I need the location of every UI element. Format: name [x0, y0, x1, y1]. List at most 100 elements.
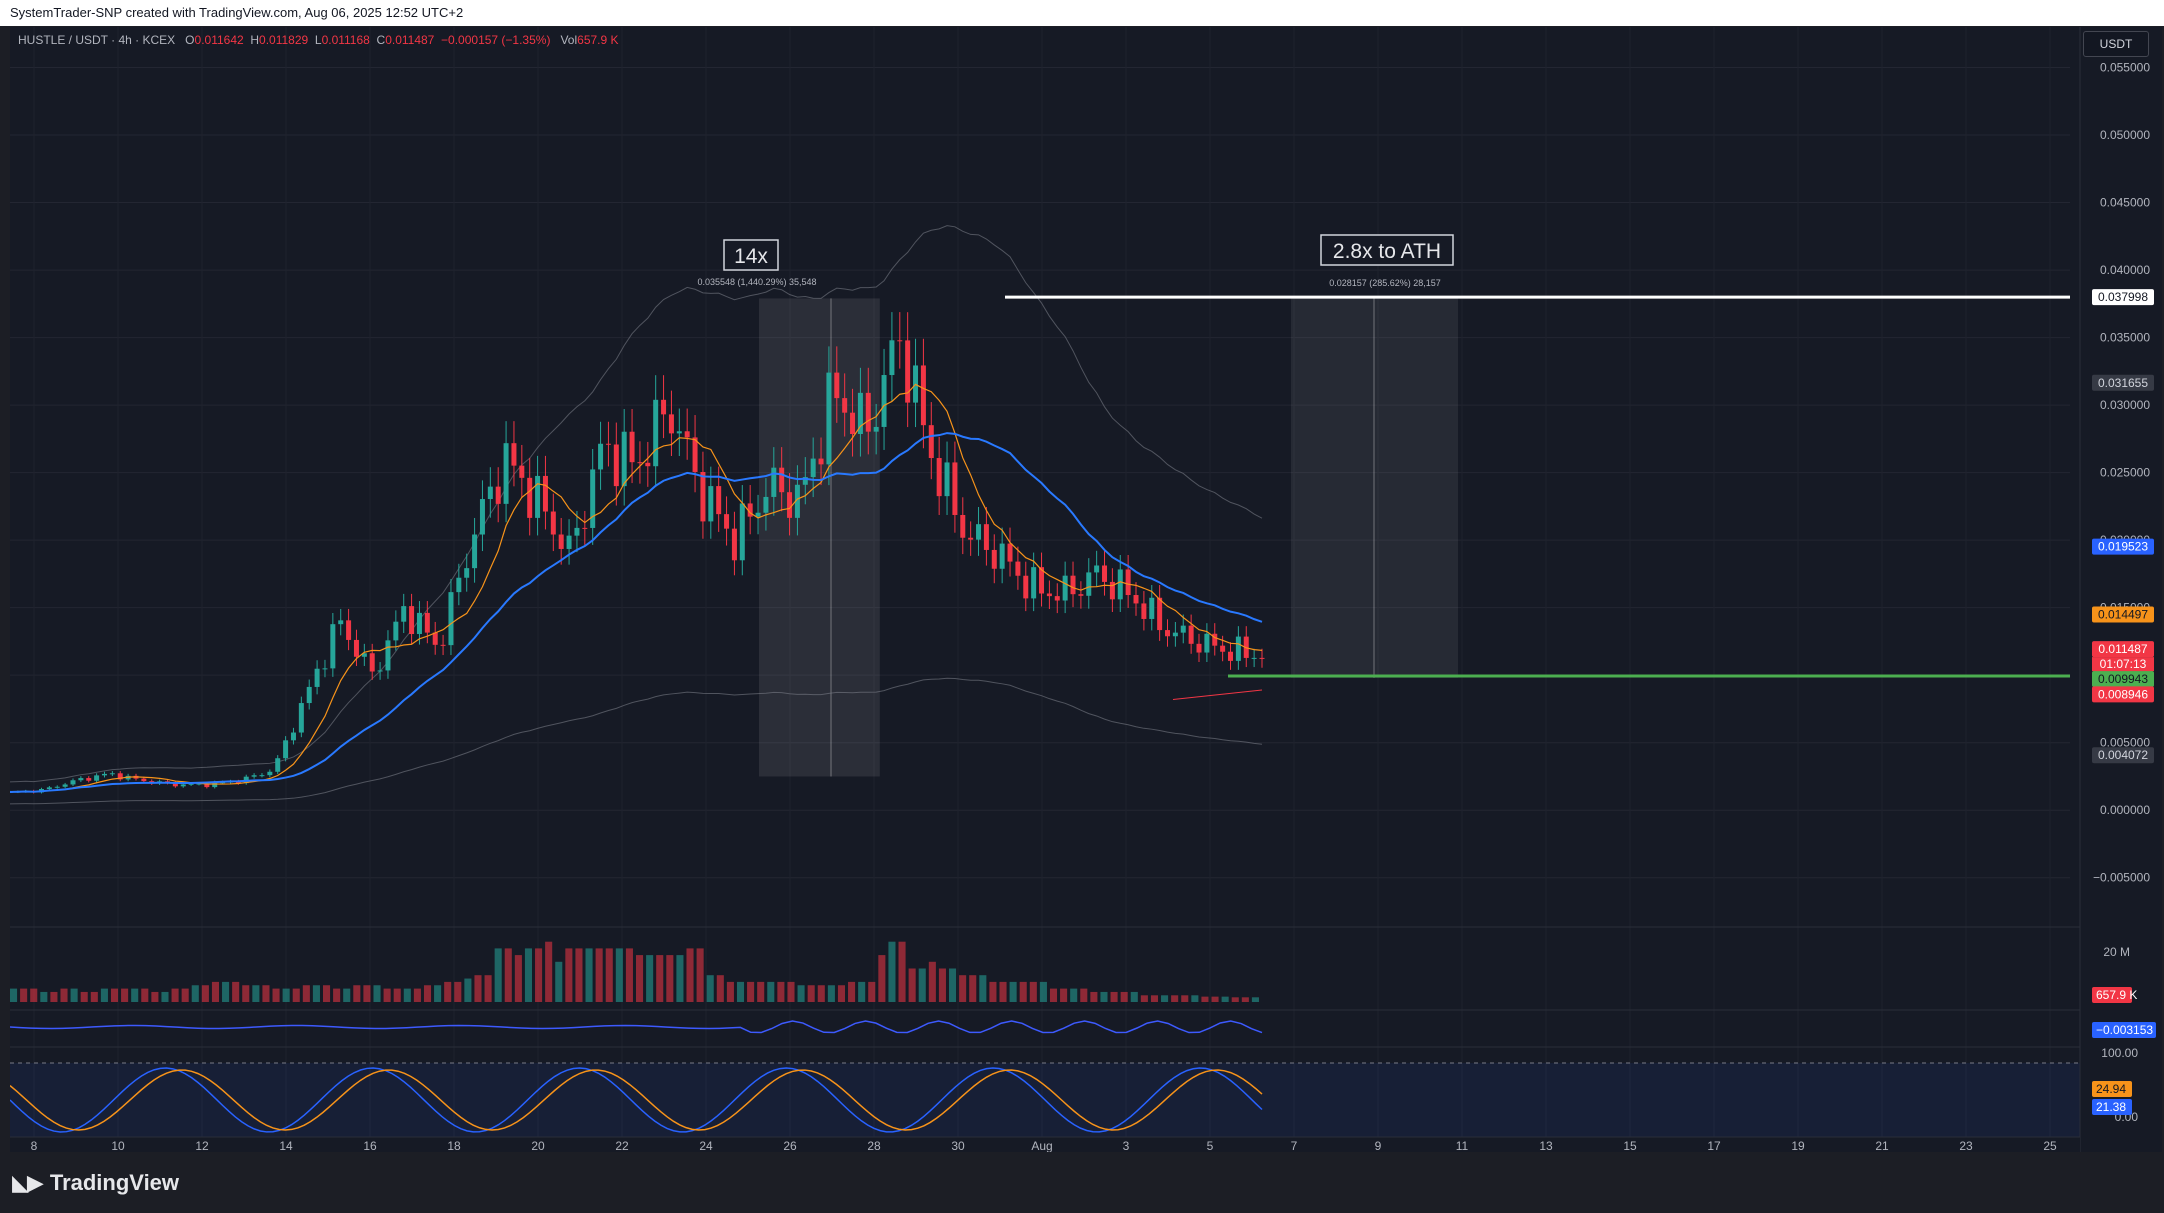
price-label-text: 0.009943	[2098, 672, 2148, 686]
indicator-last-label-box	[2092, 1022, 2156, 1038]
candle-body	[78, 778, 84, 781]
volume-bar	[282, 988, 290, 1002]
candle-body	[668, 414, 674, 434]
symbol-legend[interactable]: HUSTLE / USDT · 4h · KCEX O0.011642 H0.0…	[18, 33, 619, 47]
candle-body	[1259, 657, 1265, 659]
price-label-text: 0.037998	[2098, 290, 2148, 304]
grid	[10, 27, 2070, 1152]
candle-body	[1046, 593, 1052, 597]
candle-body	[1188, 625, 1194, 644]
candle-body	[1007, 543, 1013, 562]
volume-bar	[302, 985, 310, 1002]
price-tick: 0.050000	[2100, 128, 2150, 142]
candle-body	[1180, 625, 1186, 633]
volume-bar	[333, 988, 341, 1002]
candle-body	[267, 771, 273, 776]
currency-button[interactable]: USDT	[2083, 31, 2149, 57]
measure-box-ath	[1291, 298, 1458, 678]
candle-body	[724, 514, 730, 529]
time-tick: 22	[615, 1139, 629, 1152]
candle-body	[519, 465, 525, 478]
volume-bar	[555, 961, 563, 1002]
candle-body	[503, 443, 509, 504]
candle-body	[94, 775, 100, 781]
candle-body	[70, 780, 76, 785]
candle-body	[905, 340, 911, 403]
volume-bar	[353, 985, 361, 1002]
candle-body	[850, 412, 856, 434]
price-tick: 0.005000	[2100, 736, 2150, 750]
candle-body	[141, 778, 147, 782]
volume-bar	[1130, 991, 1138, 1002]
volume-bar	[535, 948, 543, 1002]
annotation-ath-title: 2.8x to ATH	[1333, 240, 1441, 263]
candle-body	[1031, 567, 1037, 599]
candle-body	[283, 740, 289, 759]
time-axis[interactable]: 8 10 12 14 16 18 20 22 24 26 28 30 Aug 3 5 7 9 11 13 15 17 19…	[10, 1136, 2080, 1152]
price-label-box	[2092, 289, 2154, 306]
price-axis-bg	[2080, 27, 2162, 1152]
candle-body	[1054, 596, 1060, 601]
candle-body	[1023, 575, 1029, 599]
horizontal-levels[interactable]	[1005, 295, 2070, 700]
volume-bar	[767, 981, 775, 1002]
volume-bar	[777, 981, 785, 1002]
time-tick: 15	[1623, 1139, 1637, 1152]
volume-bar	[817, 985, 825, 1002]
legend-close-label: C	[376, 33, 386, 47]
price-label-box	[2092, 686, 2154, 703]
drawing-shapes	[759, 298, 1458, 777]
candle-body	[818, 458, 824, 465]
price-axis[interactable]: 0.055000 0.050000 0.045000 0.040000 0.035000…	[2079, 27, 2162, 1152]
candle-body	[1078, 594, 1084, 596]
volume-bar	[252, 985, 260, 1002]
volume-bar	[898, 941, 906, 1002]
volume-bar	[636, 955, 644, 1002]
price-tick: 0.055000	[2100, 61, 2150, 75]
volume-bar	[989, 981, 997, 1002]
chart-svg[interactable]: 0.055000 0.050000 0.045000 0.040000 0.035000…	[10, 27, 2162, 1152]
candle-body	[1015, 561, 1021, 576]
volume-bar	[343, 988, 351, 1002]
volume-bar	[100, 988, 108, 1002]
candle-body	[1196, 643, 1202, 653]
candle-body	[897, 340, 903, 342]
volume-bar	[201, 985, 209, 1002]
legend-open: 0.011642	[194, 33, 244, 47]
candle-body	[322, 668, 328, 670]
candle-body	[787, 492, 793, 518]
volume-bar	[40, 991, 48, 1002]
candle-body	[960, 514, 966, 538]
candle-body	[1212, 633, 1218, 646]
volume-bar	[1171, 995, 1179, 1002]
candle-body	[1204, 633, 1210, 653]
candle-body	[409, 606, 415, 635]
candle-body	[314, 668, 320, 687]
candle-body	[637, 462, 643, 464]
volume-bar	[383, 988, 391, 1002]
volume-bar	[232, 981, 240, 1002]
price-tick: 0.025000	[2100, 466, 2150, 480]
candle-body	[1157, 597, 1163, 631]
volume-bar	[454, 981, 462, 1002]
annotation-14x[interactable]: 14x 0.035548 (1,440.29%) 35,548	[697, 239, 817, 287]
volume-bar	[524, 948, 533, 1002]
candle-body	[1165, 630, 1171, 637]
tradingview-logo[interactable]: ◣▶ TradingView	[12, 1170, 179, 1196]
time-tick: 25	[2043, 1139, 2057, 1152]
candle-body	[881, 375, 887, 427]
candle-body	[180, 784, 186, 787]
candle-body	[794, 484, 800, 518]
chart-area[interactable]: 0.055000 0.050000 0.045000 0.040000 0.035000…	[10, 27, 2162, 1152]
volume-bar	[868, 981, 876, 1002]
candle-body	[676, 431, 682, 434]
volume-tick: 20 M	[2103, 945, 2130, 959]
candle-body	[842, 398, 848, 413]
volume-bar	[716, 975, 724, 1002]
candle-body	[495, 486, 501, 504]
volume-bar	[60, 988, 68, 1002]
candle-body	[472, 534, 478, 569]
legend-symbol[interactable]: HUSTLE / USDT · 4h · KCEX	[18, 33, 176, 47]
legend-low-label: L	[314, 33, 322, 47]
annotation-2-8x-ath[interactable]: 2.8x to ATH 0.028157 (285.62%) 28,157	[1320, 234, 1454, 288]
